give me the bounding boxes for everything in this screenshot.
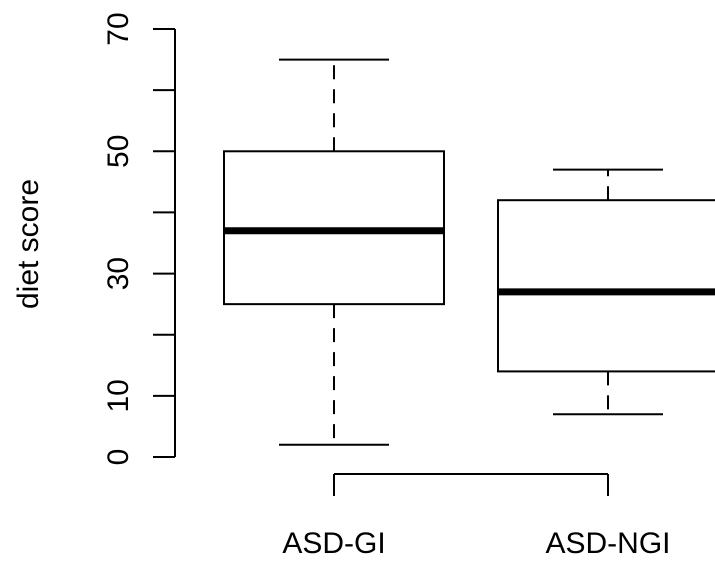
box-asd-ngi: [497, 168, 715, 416]
y-tick-label: 0: [102, 449, 135, 466]
x-axis-labels: ASD-GI ASD-NGI: [282, 473, 671, 560]
y-tick-label: 10: [102, 379, 135, 412]
y-axis: 0 10 30 50 70: [102, 12, 176, 466]
y-tick-label: 50: [102, 135, 135, 168]
boxes: [223, 58, 715, 446]
y-tick-label: 30: [102, 257, 135, 290]
x-category-label: ASD-GI: [282, 527, 385, 560]
iqr-box: [497, 199, 715, 373]
x-category-label: ASD-NGI: [545, 527, 670, 560]
box-asd-gi: [223, 58, 445, 446]
y-axis-title: diet score: [12, 179, 45, 309]
y-tick-label: 70: [102, 12, 135, 45]
